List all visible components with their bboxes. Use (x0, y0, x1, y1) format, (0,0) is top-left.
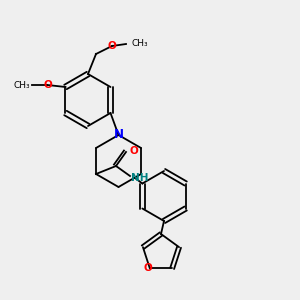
Text: NH: NH (131, 173, 148, 183)
Text: CH₃: CH₃ (14, 80, 31, 89)
Text: O: O (108, 41, 116, 51)
Text: O: O (130, 146, 139, 156)
Text: CH₃: CH₃ (132, 40, 148, 49)
Text: O: O (43, 80, 52, 90)
Text: N: N (113, 128, 124, 142)
Text: O: O (143, 263, 152, 273)
